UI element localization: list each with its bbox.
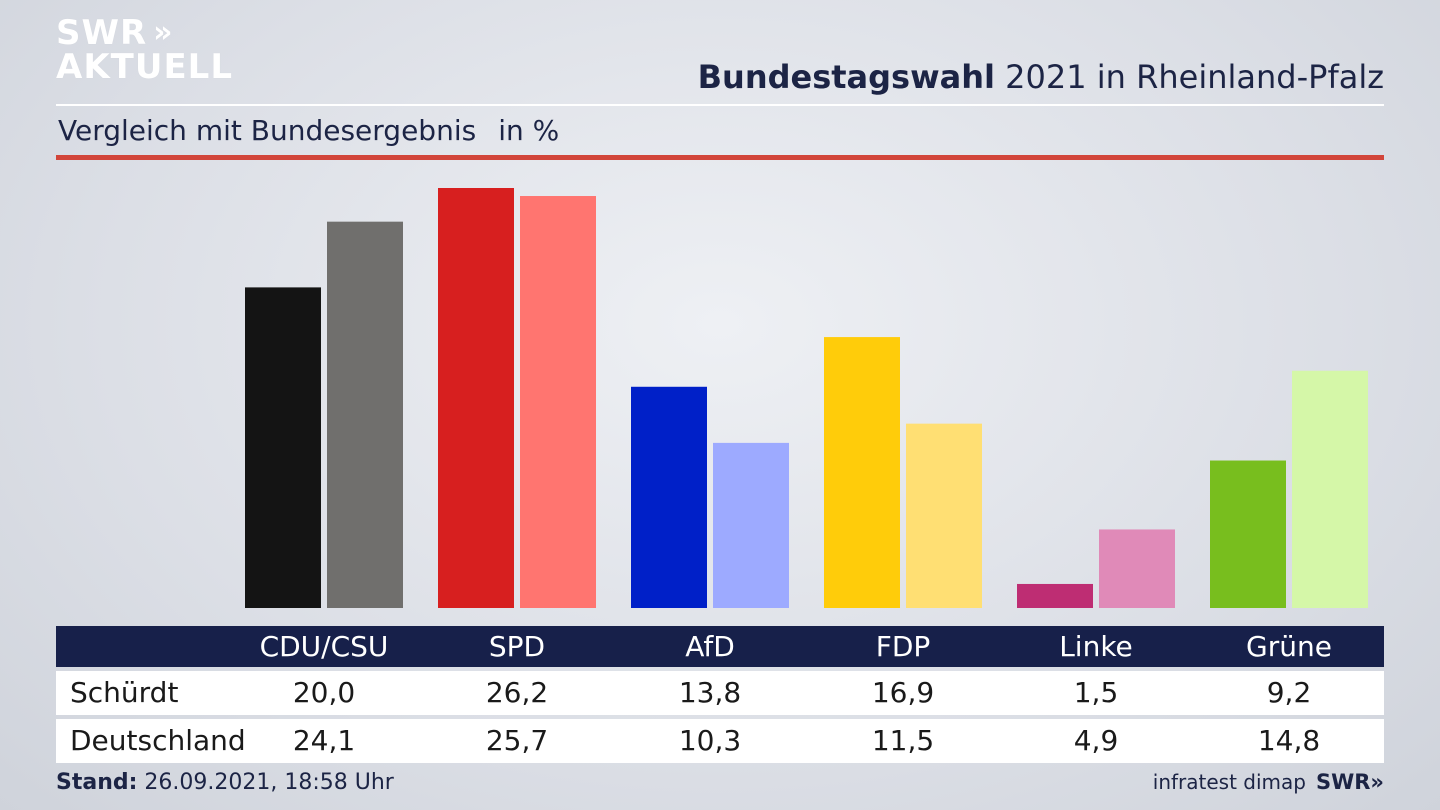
bar-fdp-sch-rdt [824,337,900,608]
value-label-spd-deutschland: 25,7 [485,724,549,757]
value-label-fdp-sch-rdt: 16,9 [871,676,935,709]
bar-afd-sch-rdt [631,386,707,608]
bar-cdu-csu-sch-rdt [245,287,321,608]
logo-swr-text: SWR [56,13,148,53]
value-label-linke-deutschland: 4,9 [1073,724,1119,757]
bar-cdu-csu-deutschland [327,221,403,608]
subtitle-unit: in % [498,114,560,147]
value-label-cdu-csu-sch-rdt: 20,0 [292,676,356,709]
swr-aktuell-logo: SWR » AKTUELL [56,13,234,87]
stand-label: Stand: [56,770,138,795]
column-header-fdp: FDP [875,630,931,663]
chart-title-bold: Bundestagswahl [697,58,995,96]
chart-title-rest: 2021 in Rheinland-Pfalz [995,58,1384,96]
source-text: infratest dimap [1152,770,1306,794]
value-label-afd-deutschland: 10,3 [678,724,742,757]
value-label-linke-sch-rdt: 1,5 [1073,676,1119,709]
subtitle-text: Vergleich mit Bundesergebnis [58,114,477,147]
source-credit: infratest dimap SWR» [1153,770,1384,794]
row-label-deutschland: Deutschland [70,724,246,757]
value-label-gr-ne-deutschland: 14,8 [1257,724,1321,757]
value-label-cdu-csu-deutschland: 24,1 [292,724,356,757]
bar-chart [245,188,1368,609]
table-header: CDU/CSU SPD AfD FDP Linke Grüne [56,626,1384,667]
bar-linke-deutschland [1099,529,1175,608]
column-header-linke: Linke [1059,630,1133,663]
bar-fdp-deutschland [906,423,982,608]
row-label-schuerdt: Schürdt [70,676,179,709]
value-label-afd-sch-rdt: 13,8 [678,676,742,709]
bar-spd-deutschland [520,196,596,609]
swr-brand-logo: SWR» [1315,770,1384,794]
stand-value: 26.09.2021, 18:58 Uhr [137,770,394,795]
chart-title: Bundestagswahl 2021 in Rheinland-Pfalz [698,58,1384,96]
bar-linke-sch-rdt [1017,583,1093,608]
subtitle-divider [56,155,1384,160]
table-row: Schürdt 20,0 26,2 13,8 16,9 1,5 9,2 [56,671,1384,715]
column-header-afd: AfD [685,630,735,663]
column-header-spd: SPD [488,630,546,663]
table-row: Deutschland 24,1 25,7 10,3 11,5 4,9 14,8 [56,719,1384,763]
bar-afd-deutschland [713,442,789,608]
value-label-spd-sch-rdt: 26,2 [485,676,549,709]
value-label-fdp-deutschland: 11,5 [871,724,935,757]
column-header-cdu-csu: CDU/CSU [259,630,389,663]
bar-spd-sch-rdt [438,188,514,608]
timestamp: Stand: 26.09.2021, 18:58 Uhr [56,770,394,795]
results-table: CDU/CSU SPD AfD FDP Linke Grüne Schürdt 20,0 2… [56,626,1384,763]
value-label-gr-ne-sch-rdt: 9,2 [1266,676,1312,709]
logo-aktuell-text: AKTUELL [56,47,234,87]
title-divider [56,104,1384,106]
chart-subtitle: Vergleich mit Bundesergebnis in % [58,114,559,147]
column-header-gr-ne: Grüne [1246,630,1332,663]
bar-gr-ne-sch-rdt [1210,460,1286,608]
bar-gr-ne-deutschland [1292,370,1368,608]
